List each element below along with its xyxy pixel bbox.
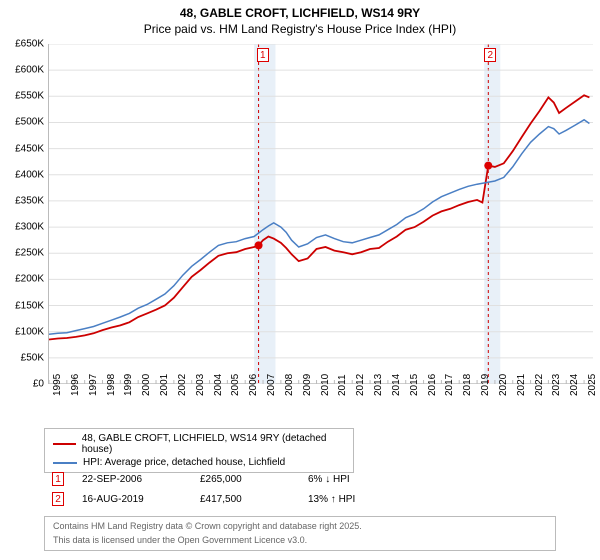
x-tick-label: 2025 <box>587 374 600 396</box>
y-tick-label: £50K <box>2 352 44 363</box>
y-tick-label: £650K <box>2 39 44 50</box>
footnote-line1: Contains HM Land Registry data © Crown c… <box>53 521 547 533</box>
sale-date: 16-AUG-2019 <box>82 494 182 505</box>
y-tick-label: £550K <box>2 91 44 102</box>
y-tick-label: £100K <box>2 326 44 337</box>
y-tick-label: £0 <box>2 379 44 390</box>
series-line-0 <box>49 95 589 339</box>
legend-label-1: 48, GABLE CROFT, LICHFIELD, WS14 9RY (de… <box>82 433 345 455</box>
sales-table: 1 22-SEP-2006 £265,000 6% ↓ HPI 2 16-AUG-2019… <box>44 466 556 512</box>
y-tick-label: £200K <box>2 274 44 285</box>
footnote-line2: This data is licensed under the Open Gov… <box>53 535 547 547</box>
y-tick-label: £600K <box>2 65 44 76</box>
sale-ref-box: 1 <box>52 472 64 486</box>
y-tick-label: £150K <box>2 300 44 311</box>
sale-band <box>484 44 500 384</box>
sale-delta: 13% ↑ HPI <box>308 494 355 505</box>
sale-dot <box>255 241 263 249</box>
sale-ref-box: 2 <box>52 492 64 506</box>
sale-price: £417,500 <box>200 494 290 505</box>
y-tick-label: £500K <box>2 117 44 128</box>
sale-ref-label: 1 <box>257 48 269 62</box>
y-tick-label: £350K <box>2 195 44 206</box>
sale-dot <box>484 162 492 170</box>
legend-row-1: 48, GABLE CROFT, LICHFIELD, WS14 9RY (de… <box>53 433 345 455</box>
legend-swatch-1 <box>53 443 76 445</box>
sales-table-row: 2 16-AUG-2019 £417,500 13% ↑ HPI <box>52 490 548 508</box>
y-tick-label: £400K <box>2 169 44 180</box>
sales-table-row: 1 22-SEP-2006 £265,000 6% ↓ HPI <box>52 470 548 488</box>
sale-date: 22-SEP-2006 <box>82 474 182 485</box>
sale-ref-label: 2 <box>484 48 496 62</box>
y-tick-label: £300K <box>2 222 44 233</box>
chart-area: £0 £50K £100K £150K £200K £250K £300K £350K £400… <box>0 38 600 418</box>
footnote-box: Contains HM Land Registry data © Crown c… <box>44 516 556 551</box>
sale-price: £265,000 <box>200 474 290 485</box>
plot-region <box>48 44 592 384</box>
legend-swatch-2 <box>53 462 77 464</box>
title-line1: 48, GABLE CROFT, LICHFIELD, WS14 9RY <box>0 0 600 22</box>
sale-band <box>254 44 275 384</box>
y-tick-label: £250K <box>2 248 44 259</box>
title-line2: Price paid vs. HM Land Registry's House … <box>0 22 600 40</box>
y-tick-label: £450K <box>2 143 44 154</box>
sale-delta: 6% ↓ HPI <box>308 474 350 485</box>
plot-svg <box>49 44 593 384</box>
